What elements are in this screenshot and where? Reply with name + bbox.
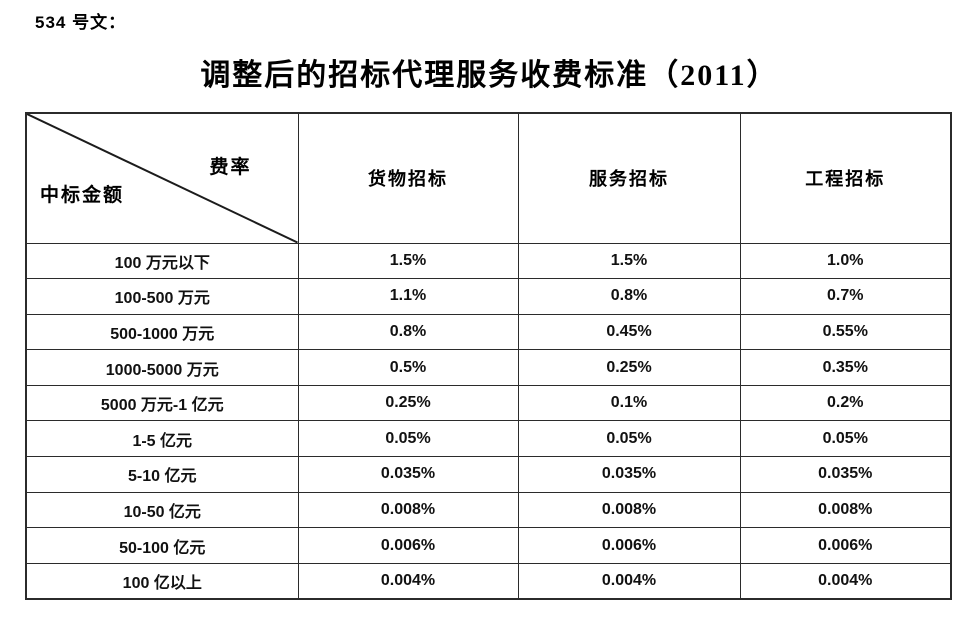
rate-cell-engineering: 1.0%	[739, 242, 952, 280]
table-header-row: 费率 中标金额 货物招标 服务招标 工程招标	[25, 112, 952, 244]
rate-cell-engineering: 0.2%	[739, 384, 952, 422]
corner-header-cell: 费率 中标金额	[25, 112, 299, 244]
table-row: 100 亿以上 0.004% 0.004% 0.004%	[25, 562, 952, 600]
amount-cell: 1-5 亿元	[25, 420, 299, 458]
rate-cell-service: 0.05%	[517, 420, 741, 458]
rate-cell-goods: 0.5%	[297, 349, 519, 386]
rate-cell-service: 0.25%	[517, 349, 741, 386]
rate-cell-goods: 0.25%	[297, 384, 519, 422]
table-row: 1-5 亿元 0.05% 0.05% 0.05%	[25, 420, 952, 458]
rate-cell-service: 0.035%	[517, 456, 741, 493]
table-row: 5-10 亿元 0.035% 0.035% 0.035%	[25, 456, 952, 493]
rate-cell-engineering: 0.05%	[739, 420, 952, 458]
rate-cell-engineering: 0.006%	[739, 527, 952, 564]
rate-cell-engineering: 0.35%	[739, 349, 952, 386]
rate-cell-engineering: 0.004%	[739, 562, 952, 600]
amount-cell: 500-1000 万元	[25, 313, 299, 351]
column-header-goods: 货物招标	[297, 112, 519, 244]
rate-cell-service: 0.8%	[517, 278, 741, 315]
amount-cell: 1000-5000 万元	[25, 349, 299, 386]
rate-cell-goods: 1.5%	[297, 242, 519, 280]
rate-cell-engineering: 0.55%	[739, 313, 952, 351]
fee-standard-table: 费率 中标金额 货物招标 服务招标 工程招标 100 万元以下 1.5% 1.5…	[25, 112, 952, 600]
amount-cell: 100 亿以上	[25, 562, 299, 600]
rate-cell-service: 0.45%	[517, 313, 741, 351]
amount-cell: 5-10 亿元	[25, 456, 299, 493]
rate-cell-engineering: 0.035%	[739, 456, 952, 493]
rate-cell-engineering: 0.008%	[739, 491, 952, 529]
table-row: 1000-5000 万元 0.5% 0.25% 0.35%	[25, 349, 952, 386]
rate-cell-goods: 0.8%	[297, 313, 519, 351]
table-row: 100 万元以下 1.5% 1.5% 1.0%	[25, 242, 952, 280]
corner-label-amount: 中标金额	[40, 184, 125, 206]
table-row: 10-50 亿元 0.008% 0.008% 0.008%	[25, 491, 952, 529]
amount-cell: 100-500 万元	[25, 278, 299, 315]
rate-cell-goods: 0.05%	[297, 420, 519, 458]
rate-cell-service: 0.006%	[517, 527, 741, 564]
rate-cell-goods: 0.006%	[297, 527, 519, 564]
table-row: 5000 万元-1 亿元 0.25% 0.1% 0.2%	[25, 384, 952, 422]
column-header-service: 服务招标	[517, 112, 741, 244]
diagonal-line	[27, 114, 298, 243]
rate-cell-goods: 0.035%	[297, 456, 519, 493]
column-header-engineering: 工程招标	[739, 112, 952, 244]
corner-label-rate: 费率	[209, 157, 252, 178]
table-row: 500-1000 万元 0.8% 0.45% 0.55%	[25, 313, 952, 351]
amount-cell: 100 万元以下	[25, 242, 299, 280]
amount-cell: 50-100 亿元	[25, 527, 299, 564]
rate-cell-goods: 0.008%	[297, 491, 519, 529]
amount-cell: 5000 万元-1 亿元	[25, 384, 299, 422]
amount-cell: 10-50 亿元	[25, 491, 299, 529]
rate-cell-service: 1.5%	[517, 242, 741, 280]
rate-cell-service: 0.1%	[517, 384, 741, 422]
table-row: 100-500 万元 1.1% 0.8% 0.7%	[25, 278, 952, 315]
rate-cell-engineering: 0.7%	[739, 278, 952, 315]
rate-cell-goods: 0.004%	[297, 562, 519, 600]
rate-cell-goods: 1.1%	[297, 278, 519, 315]
table-row: 50-100 亿元 0.006% 0.006% 0.006%	[25, 527, 952, 564]
page-title: 调整后的招标代理服务收费标准（2011）	[200, 59, 779, 92]
doc-number-label: 534 号文：	[35, 13, 127, 32]
rate-cell-service: 0.008%	[517, 491, 741, 529]
rate-cell-service: 0.004%	[517, 562, 741, 600]
